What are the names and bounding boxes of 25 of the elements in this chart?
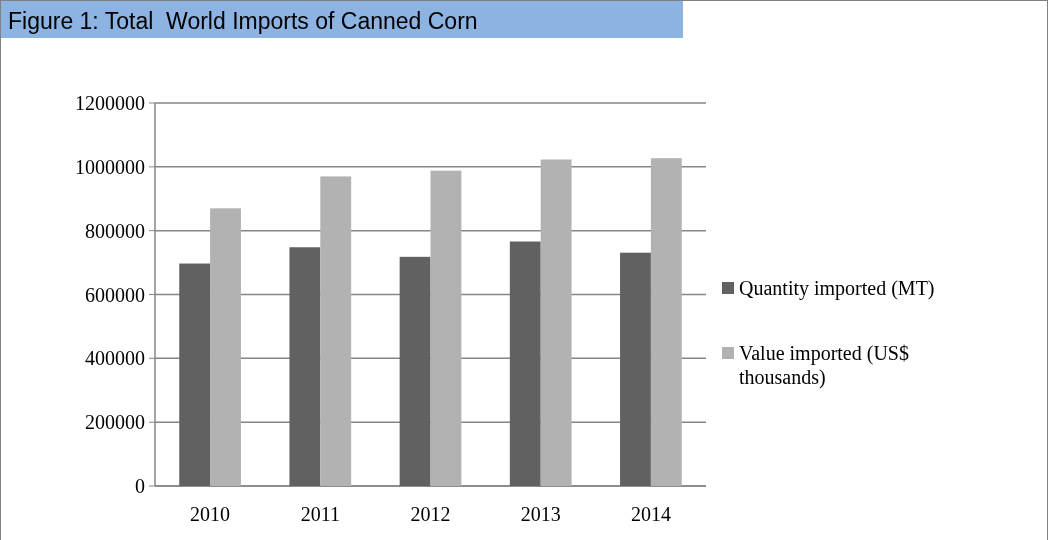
y-tick-label: 200000 [85, 411, 145, 434]
legend-label: Value imported (US$ thousands) [739, 342, 909, 389]
bar [210, 208, 241, 486]
bar [620, 252, 651, 486]
x-tick-label: 2013 [520, 503, 561, 525]
bar [430, 170, 462, 486]
x-tick-label: 2014 [630, 503, 671, 525]
y-tick-label: 400000 [85, 347, 145, 370]
x-tick-label: 2012 [410, 503, 451, 525]
x-tick-label: 2011 [300, 503, 340, 525]
y-tick-label: 0 [135, 475, 145, 497]
bar [320, 176, 352, 486]
bar [179, 263, 211, 486]
legend-label: Quantity imported (MT) [739, 277, 935, 300]
bar [289, 247, 321, 486]
y-tick-label: 1000000 [75, 155, 145, 178]
y-tick-label: 600000 [85, 283, 145, 306]
y-tick-label: 800000 [85, 219, 145, 242]
bar [650, 158, 682, 486]
bar [509, 241, 541, 486]
bar [540, 159, 572, 486]
x-tick-label: 2010 [190, 503, 231, 525]
chart-title: Figure 1: Total World Imports of Canned Corn [8, 8, 478, 34]
y-tick-label: 1200000 [75, 92, 145, 114]
bar [399, 256, 431, 486]
